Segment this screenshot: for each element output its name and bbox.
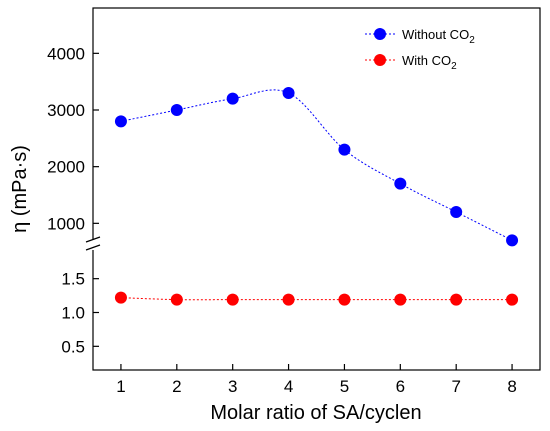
data-point	[506, 234, 519, 247]
y-axis-title: η (mPa·s)	[9, 145, 31, 233]
y-axis-break	[85, 236, 101, 251]
data-point	[282, 87, 295, 99]
y-tick-label: 4000	[47, 44, 85, 63]
data-point	[226, 92, 239, 105]
data-point	[338, 143, 351, 156]
axis-break-mark	[85, 236, 101, 243]
data-point	[450, 293, 463, 306]
y-tick-label: 3000	[47, 101, 85, 120]
x-tick-label: 4	[284, 377, 293, 396]
data-point	[170, 104, 183, 116]
data-point	[394, 177, 407, 190]
data-point	[114, 291, 127, 304]
x-tick-label: 5	[340, 377, 349, 396]
data-point	[450, 206, 463, 218]
data-point	[338, 293, 351, 306]
x-axis: 1 2 3 4 5 6 7 8	[116, 364, 517, 396]
y-tick-label: 0.5	[61, 337, 85, 356]
x-tick-label: 3	[228, 377, 237, 396]
x-tick-label: 1	[116, 377, 125, 396]
plot-frame	[92, 7, 541, 371]
x-tick-label: 6	[396, 377, 405, 396]
legend-label: Without CO2	[402, 27, 475, 46]
legend-label: With CO2	[402, 53, 457, 72]
legend: Without CO2 With CO2	[365, 27, 475, 72]
legend-marker	[374, 28, 386, 40]
y-axis: 1000 2000 3000 4000 0.5 1.0 1.5	[47, 44, 99, 356]
axis-break-mark	[85, 244, 101, 251]
y-tick-label: 1000	[47, 214, 85, 233]
y-tick-label: 1.0	[61, 304, 85, 323]
data-point	[114, 115, 127, 128]
series-layer	[114, 87, 519, 306]
axis-break-gap	[90, 240, 97, 250]
data-point	[282, 293, 295, 306]
y-tick-label: 1.5	[61, 270, 85, 289]
data-point	[506, 293, 519, 306]
x-tick-label: 2	[172, 377, 181, 396]
x-tick-label: 7	[451, 377, 460, 396]
data-point	[394, 293, 407, 306]
y-tick-label: 2000	[47, 158, 85, 177]
series-line	[120, 89, 513, 241]
x-tick-label: 8	[507, 377, 516, 396]
data-point	[226, 293, 239, 306]
data-point	[170, 293, 183, 306]
x-axis-title: Molar ratio of SA/cyclen	[210, 402, 421, 424]
legend-marker	[374, 54, 386, 66]
